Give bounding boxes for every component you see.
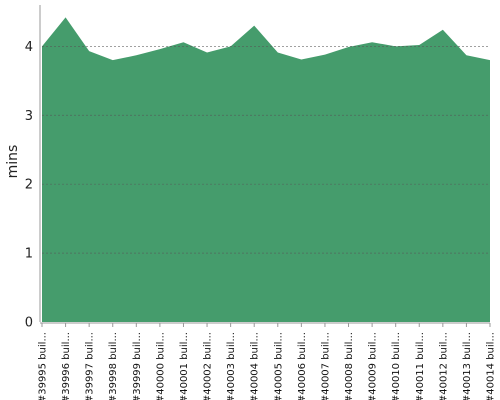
series-layer: [42, 17, 490, 323]
x-tick-label: #40002 buil...: [203, 332, 214, 400]
x-tick-label: #40014 buil...: [486, 332, 497, 400]
y-tick-label: 2: [25, 178, 33, 193]
y-tick-label: 3: [25, 109, 33, 124]
y-tick-labels: 0 1 2 3 4: [25, 40, 33, 331]
x-tick-label: #39995 buil...: [38, 332, 49, 400]
x-tick-label: #40010 buil...: [391, 332, 402, 400]
y-tick-label: 1: [25, 247, 33, 262]
x-tick-label: #40007 buil...: [320, 332, 331, 400]
x-tick-label: #40003 buil...: [226, 332, 237, 400]
x-tick-label: #40006 buil...: [297, 332, 308, 400]
x-tick-label: #40013 buil...: [462, 332, 473, 400]
axis-layer: [39, 5, 491, 327]
series-area: [42, 17, 490, 323]
x-tick-label: #40012 buil...: [438, 332, 449, 400]
x-tick-label: #40009 buil...: [368, 332, 379, 400]
x-tick-label: #40004 buil...: [250, 332, 261, 400]
x-tick-label: #40000 buil...: [155, 332, 166, 400]
x-tick-label: #39998 buil...: [108, 332, 119, 400]
y-tick-label: 0: [25, 316, 33, 331]
y-tick-label: 4: [25, 40, 33, 55]
x-tick-label: #40008 buil...: [344, 332, 355, 400]
x-tick-label: #39999 buil...: [132, 332, 143, 400]
x-tick-label: #40001 buil...: [179, 332, 190, 400]
y-axis-label: mins: [5, 145, 21, 179]
x-tick-label: #40005 buil...: [273, 332, 284, 400]
x-tick-label: #39996 buil...: [61, 332, 72, 400]
x-tick-label: #39997 buil...: [85, 332, 96, 400]
x-tick-label: #40011 buil...: [415, 332, 426, 400]
x-tick-labels: #39995 buil... #39996 buil... #39997 buil.…: [38, 332, 497, 400]
